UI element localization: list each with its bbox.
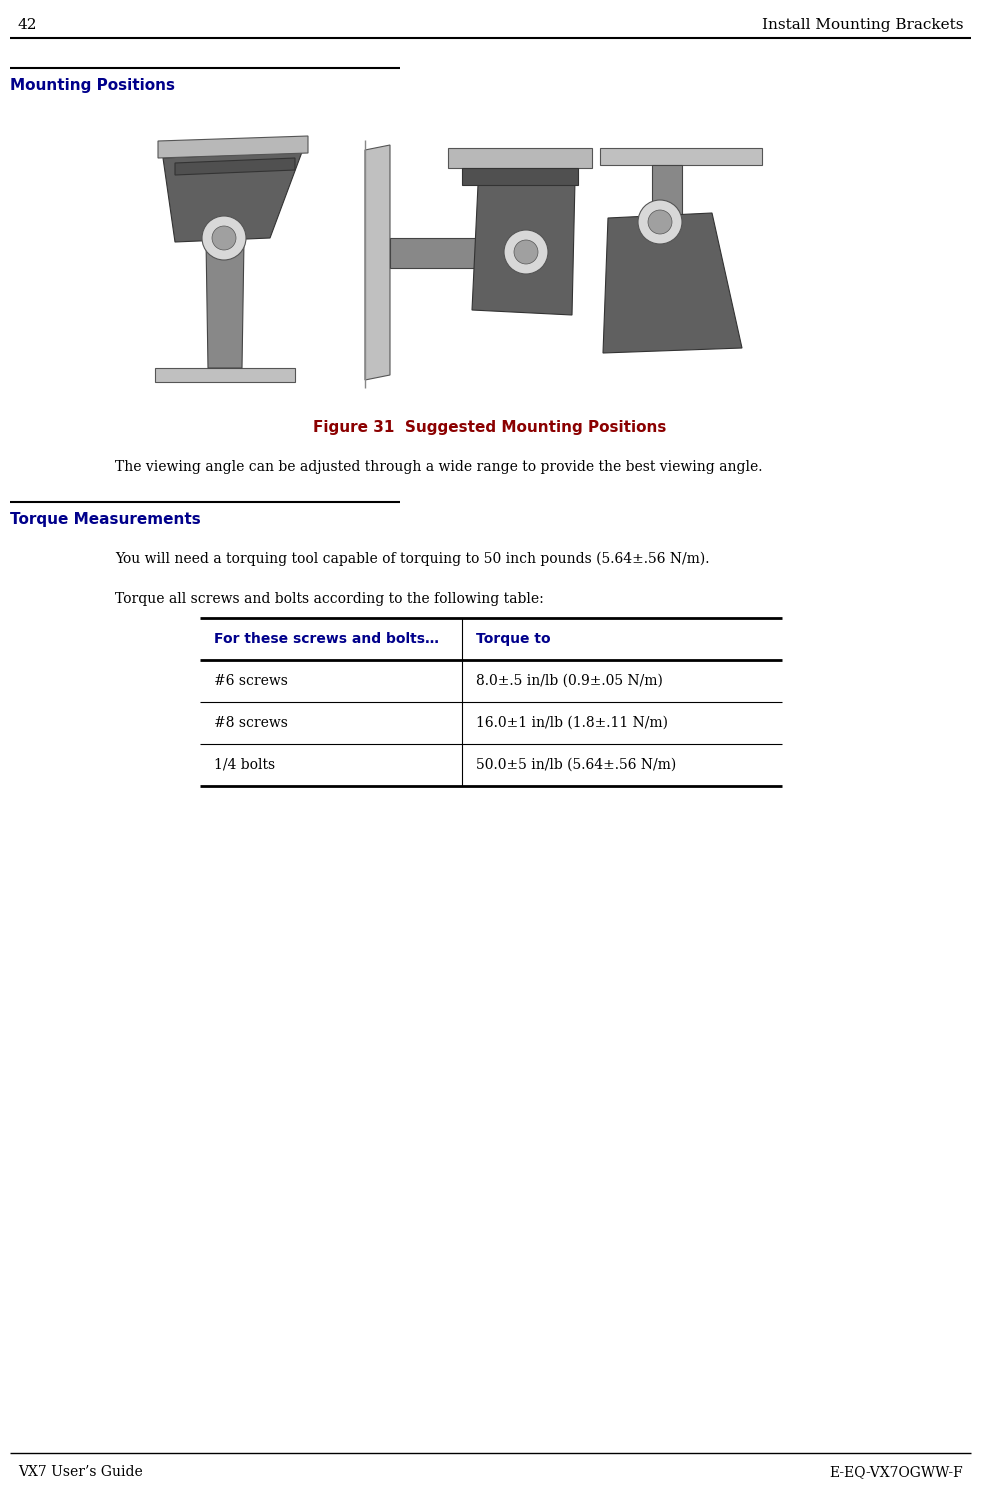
- Text: Torque all screws and bolts according to the following table:: Torque all screws and bolts according to…: [115, 593, 543, 606]
- Polygon shape: [652, 166, 682, 218]
- Polygon shape: [448, 148, 592, 169]
- Text: For these screws and bolts…: For these screws and bolts…: [214, 632, 439, 646]
- Polygon shape: [155, 367, 295, 382]
- Polygon shape: [206, 240, 244, 367]
- Text: The viewing angle can be adjusted through a wide range to provide the best viewi: The viewing angle can be adjusted throug…: [115, 460, 762, 473]
- Text: Figure 31  Suggested Mounting Positions: Figure 31 Suggested Mounting Positions: [313, 420, 667, 434]
- Circle shape: [212, 225, 236, 249]
- Text: You will need a torquing tool capable of torquing to 50 inch pounds (5.64±.56 N/: You will need a torquing tool capable of…: [115, 552, 709, 566]
- Circle shape: [638, 200, 682, 243]
- Text: VX7 User’s Guide: VX7 User’s Guide: [18, 1465, 143, 1480]
- Polygon shape: [462, 169, 578, 185]
- Text: #8 screws: #8 screws: [214, 717, 287, 730]
- Polygon shape: [390, 237, 565, 269]
- Text: 50.0±5 in/lb (5.64±.56 N/m): 50.0±5 in/lb (5.64±.56 N/m): [476, 758, 676, 772]
- Circle shape: [514, 240, 538, 264]
- Text: #6 screws: #6 screws: [214, 673, 287, 688]
- Text: Torque Measurements: Torque Measurements: [10, 512, 201, 527]
- Circle shape: [202, 216, 246, 260]
- Polygon shape: [163, 152, 302, 242]
- Polygon shape: [365, 145, 390, 381]
- Polygon shape: [472, 181, 575, 315]
- Text: E-EQ-VX7OGWW-F: E-EQ-VX7OGWW-F: [829, 1465, 963, 1480]
- Text: 16.0±1 in/lb (1.8±.11 N/m): 16.0±1 in/lb (1.8±.11 N/m): [476, 717, 668, 730]
- Text: Mounting Positions: Mounting Positions: [10, 78, 175, 93]
- Circle shape: [648, 211, 672, 234]
- Text: 1/4 bolts: 1/4 bolts: [214, 758, 275, 772]
- Polygon shape: [158, 136, 308, 158]
- Polygon shape: [603, 213, 742, 352]
- Text: Torque to: Torque to: [476, 632, 550, 646]
- Text: Install Mounting Brackets: Install Mounting Brackets: [761, 18, 963, 31]
- Polygon shape: [600, 148, 762, 166]
- Circle shape: [504, 230, 548, 275]
- Polygon shape: [175, 158, 295, 175]
- Text: 8.0±.5 in/lb (0.9±.05 N/m): 8.0±.5 in/lb (0.9±.05 N/m): [476, 673, 663, 688]
- Text: 42: 42: [18, 18, 37, 31]
